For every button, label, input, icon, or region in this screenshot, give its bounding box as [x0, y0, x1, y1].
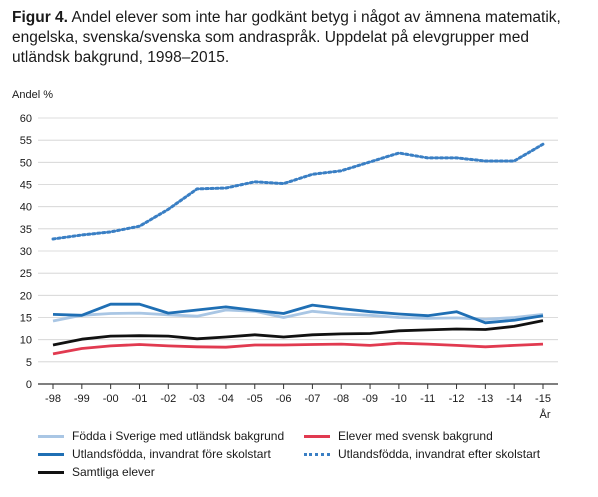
- x-tick-label: -14: [506, 393, 522, 405]
- x-tick-label: -05: [247, 393, 263, 405]
- legend-swatch: [38, 452, 64, 456]
- series-line-3: [51, 142, 545, 241]
- legend-label: Samtliga elever: [72, 465, 155, 479]
- chart-title: Figur 4. Andel elever som inte har godkä…: [12, 8, 588, 68]
- x-tick-label: -08: [333, 393, 349, 405]
- legend-item: Utlandsfödda, invandrat före skolstart: [38, 446, 271, 462]
- x-tick-label: -07: [304, 393, 320, 405]
- legend-label: Utlandsfödda, invandrat före skolstart: [72, 447, 271, 461]
- x-tick-label: -98: [45, 393, 61, 405]
- y-tick-label: 5: [26, 357, 32, 369]
- y-tick-label: 60: [20, 113, 32, 125]
- legend-item: Födda i Sverige med utländsk bakgrund: [38, 428, 284, 444]
- x-tick-label: -15: [535, 393, 551, 405]
- x-tick-label: -06: [276, 393, 292, 405]
- y-tick-label: 15: [20, 313, 32, 325]
- x-tick-label: -99: [74, 393, 90, 405]
- y-tick-label: 10: [20, 335, 32, 347]
- x-tick-label: -11: [420, 393, 435, 405]
- y-axis-label: Andel %: [12, 89, 53, 101]
- legend-item: Utlandsfödda, invandrat efter skolstart: [304, 446, 540, 462]
- x-tick-label: -10: [391, 393, 407, 405]
- x-tick-label: -02: [160, 393, 176, 405]
- y-tick-label: 30: [20, 246, 32, 258]
- y-tick-labels: 0 5 10 15 20 25 30 35 40 45 50 55 60: [20, 113, 32, 391]
- figure-caption: Andel elever som inte har godkänt betyg …: [12, 9, 561, 66]
- x-tick-label: -00: [103, 393, 119, 405]
- legend-label: Elever med svensk bakgrund: [338, 429, 493, 443]
- y-tick-label: 35: [20, 224, 32, 236]
- x-tick-label: -12: [449, 393, 465, 405]
- series-line-2: [52, 302, 544, 325]
- legend-swatch: [304, 452, 330, 456]
- y-tick-label: 40: [20, 202, 32, 214]
- x-tick-label: -13: [477, 393, 493, 405]
- legend-item: Samtliga elever: [38, 464, 155, 480]
- series-line-4: [52, 319, 544, 347]
- legend-label: Födda i Sverige med utländsk bakgrund: [72, 429, 285, 443]
- x-tick-label: -09: [362, 393, 378, 405]
- legend-label: Utlandsfödda, invandrat efter skolstart: [338, 447, 541, 461]
- x-tick-label: -03: [189, 393, 205, 405]
- y-tick-label: 55: [20, 135, 32, 147]
- y-tick-label: 45: [20, 180, 32, 192]
- legend-swatch: [38, 470, 64, 474]
- series-lines: [51, 142, 545, 356]
- y-tick-label: 25: [20, 268, 32, 280]
- x-tick-label: -04: [218, 393, 234, 405]
- series-line-1: [52, 341, 544, 356]
- legend-item: Elever med svensk bakgrund: [304, 428, 493, 444]
- legend-swatch: [304, 434, 330, 438]
- y-tick-label: 50: [20, 157, 32, 169]
- series-line-0: [52, 308, 544, 323]
- legend-swatch: [38, 434, 64, 438]
- x-tick-label: -01: [132, 393, 148, 405]
- y-tick-label: 0: [26, 379, 32, 391]
- x-axis: -98 -99 -00 -01 -02 -03 -04 -05 -06 -07 -08 -09 -10 -…: [45, 384, 551, 405]
- x-axis-label: År: [540, 408, 551, 421]
- figure-number: Figur 4.: [12, 9, 68, 26]
- y-tick-label: 20: [20, 290, 32, 302]
